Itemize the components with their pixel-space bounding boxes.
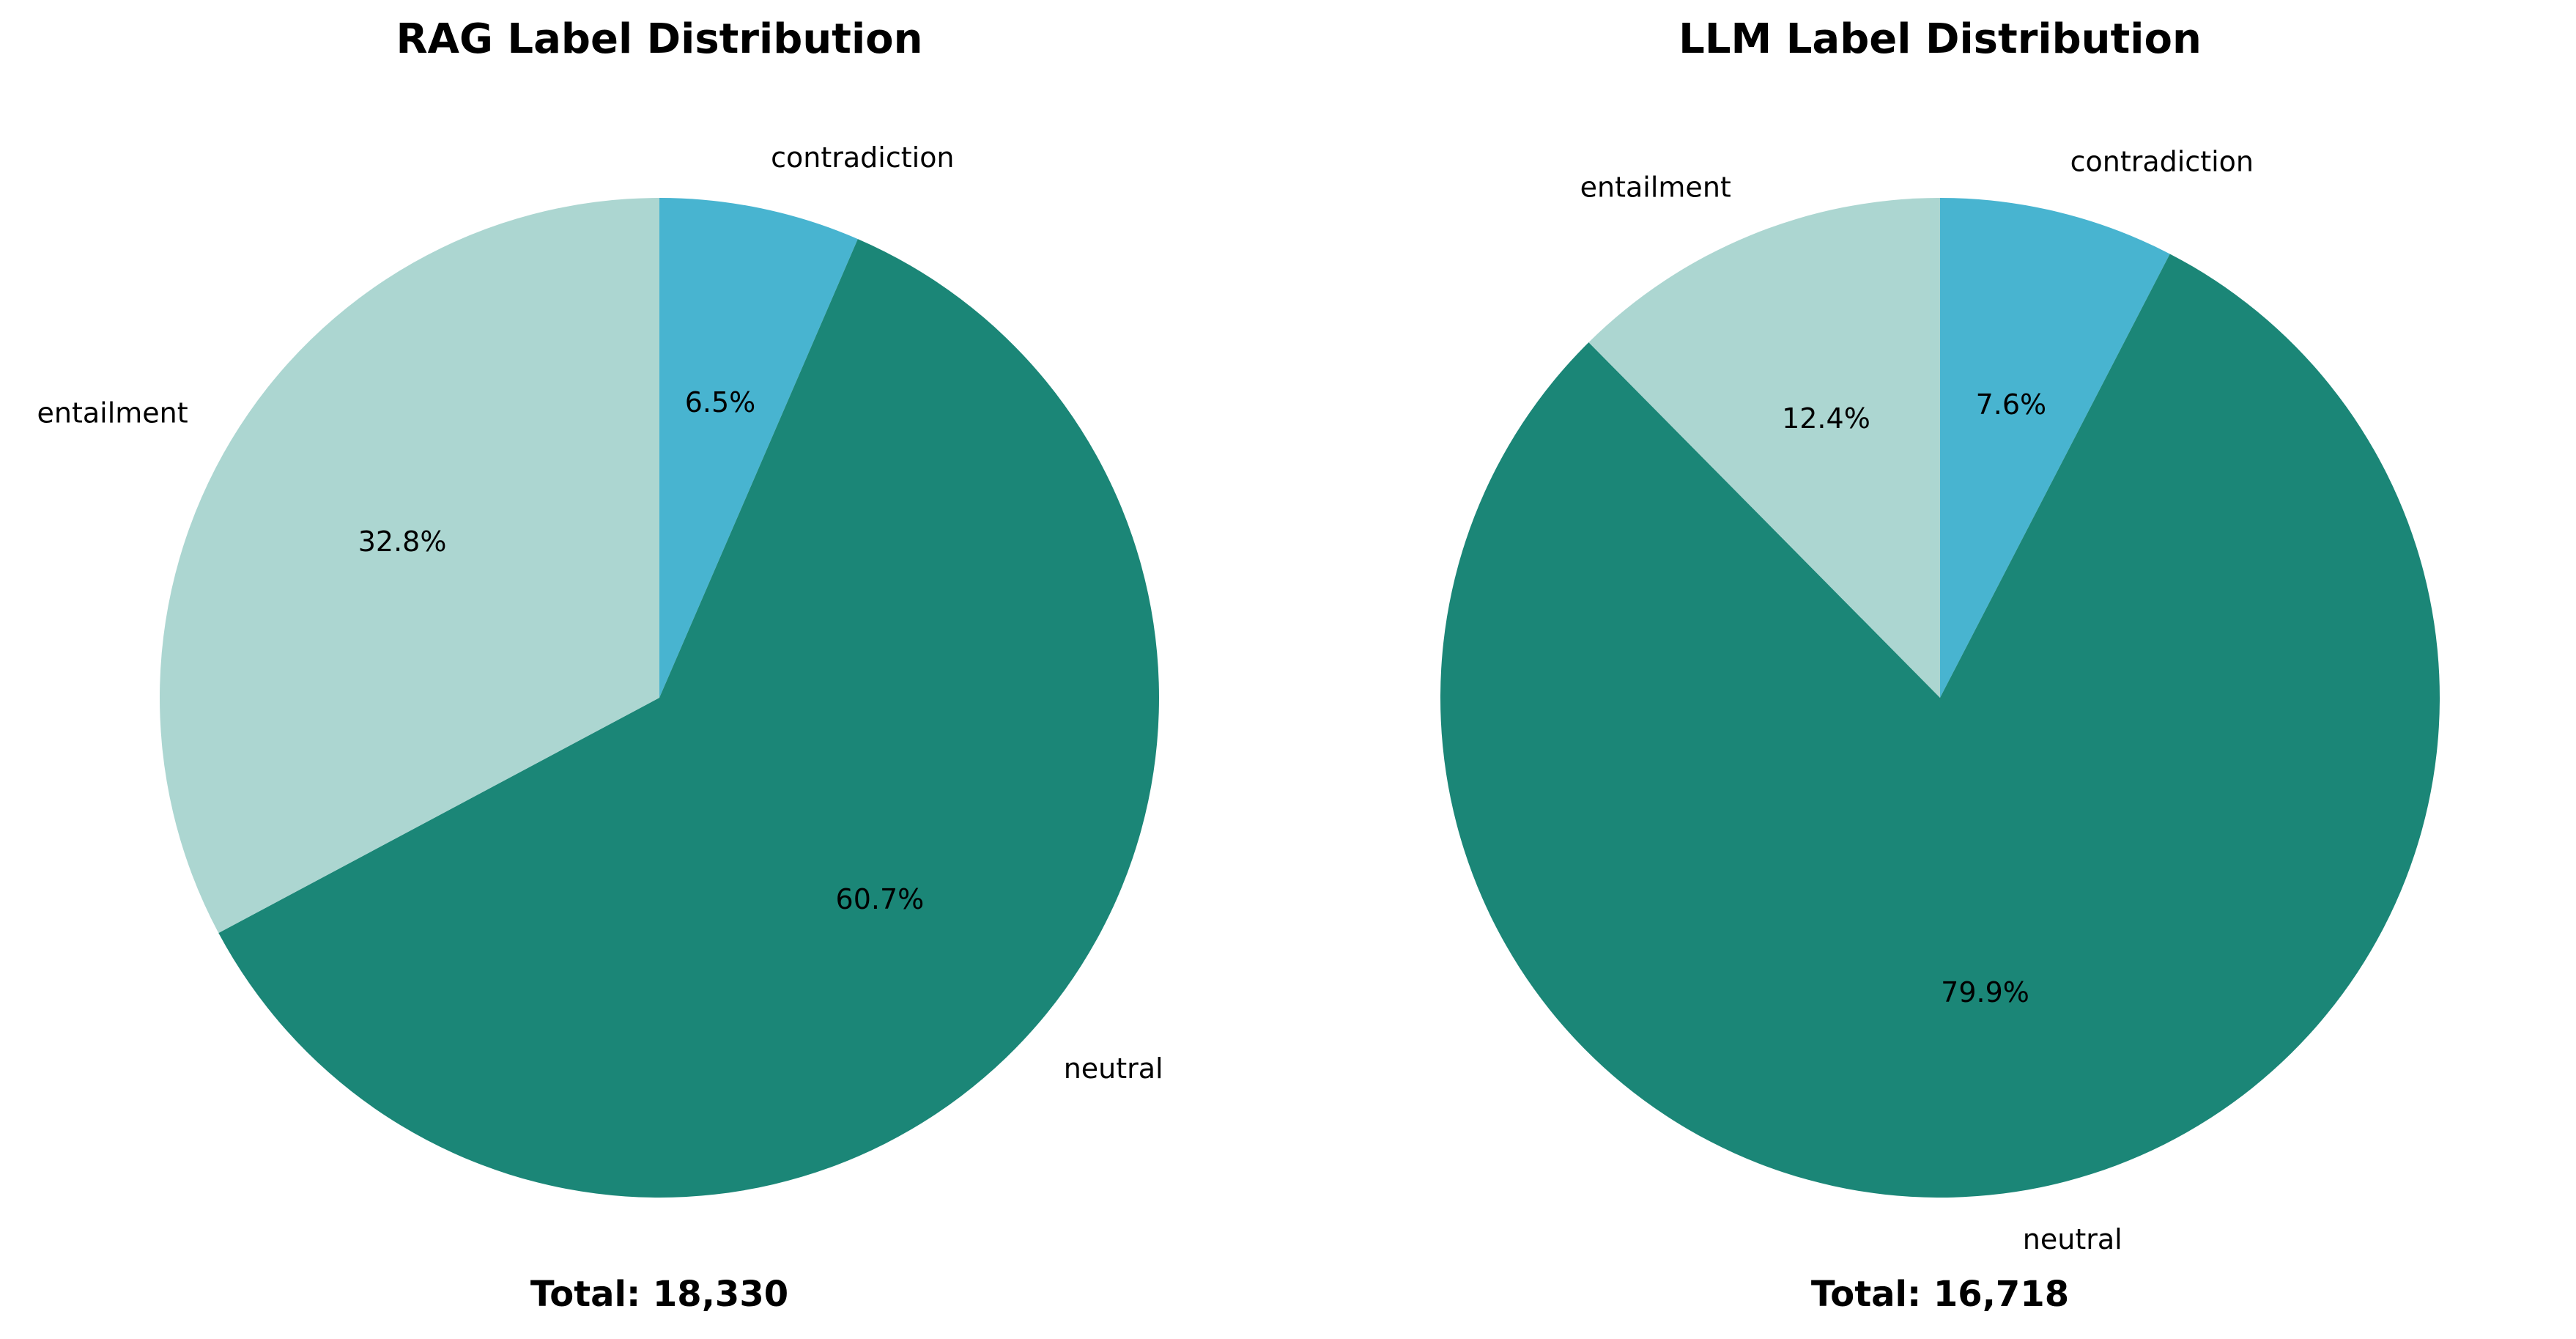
rag-chart-title: RAG Label Distribution bbox=[396, 15, 922, 63]
llm-slice-label-contradiction: contradiction bbox=[2070, 146, 2254, 178]
rag-pie-labels: contradiction 6.5% neutral 60.7% entailment 3… bbox=[37, 141, 1163, 1085]
llm-slice-neutral bbox=[1440, 254, 2440, 1198]
llm-pct-label-contradiction: 7.6% bbox=[1976, 388, 2047, 421]
rag-slice-entailment bbox=[159, 198, 659, 934]
rag-pie-chart: RAG Label Distribution contradiction 6.5%… bbox=[37, 15, 1163, 1315]
llm-slice-entailment bbox=[1588, 198, 1940, 698]
rag-slice-contradiction bbox=[659, 198, 858, 698]
rag-total-label: Total: 18,330 bbox=[530, 1274, 788, 1315]
rag-pct-label-neutral: 60.7% bbox=[836, 883, 925, 915]
rag-pct-label-contradiction: 6.5% bbox=[685, 386, 756, 418]
llm-slice-label-neutral: neutral bbox=[2023, 1223, 2122, 1255]
llm-pct-label-entailment: 12.4% bbox=[1782, 402, 1870, 435]
llm-pie-chart: LLM Label Distribution contradiction 7.6%… bbox=[1440, 15, 2440, 1315]
llm-pct-label-neutral: 79.9% bbox=[1941, 976, 2029, 1008]
llm-pie-slices bbox=[1440, 198, 2440, 1198]
llm-total-label: Total: 16,718 bbox=[1811, 1274, 2069, 1315]
rag-slice-neutral bbox=[218, 239, 1160, 1198]
llm-chart-title: LLM Label Distribution bbox=[1679, 15, 2202, 63]
rag-pie-slices bbox=[159, 198, 1160, 1198]
rag-pct-label-entailment: 32.8% bbox=[358, 525, 447, 558]
llm-slice-label-entailment: entailment bbox=[1580, 171, 1731, 204]
llm-pie-labels: contradiction 7.6% neutral 79.9% entailment 1… bbox=[1580, 146, 2254, 1256]
rag-slice-label-entailment: entailment bbox=[37, 397, 188, 429]
llm-slice-contradiction bbox=[1940, 198, 2170, 698]
rag-slice-label-contradiction: contradiction bbox=[771, 141, 954, 174]
rag-slice-label-neutral: neutral bbox=[1064, 1052, 1163, 1085]
